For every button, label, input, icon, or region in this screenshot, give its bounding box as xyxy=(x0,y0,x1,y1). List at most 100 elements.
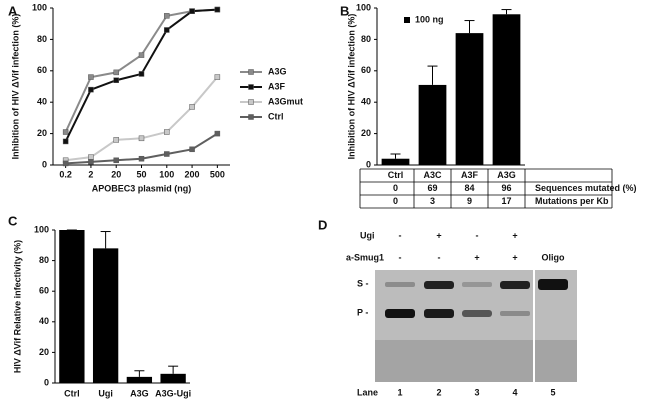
x-tick-label: 50 xyxy=(136,169,146,179)
point xyxy=(189,146,195,153)
sign: - xyxy=(476,230,479,240)
lane-label: Lane xyxy=(357,387,378,397)
legend-label: Ctrl xyxy=(268,111,284,121)
table-cell: 84 xyxy=(464,183,474,193)
panel-letter: A xyxy=(8,3,18,18)
y-axis-title: Inhibition of HIV ΔVif infection (%) xyxy=(346,14,356,160)
row-label: a-Smug1 xyxy=(346,252,384,262)
gel-smear xyxy=(375,340,577,382)
point xyxy=(138,155,145,162)
band xyxy=(424,309,454,318)
band xyxy=(462,310,492,317)
point xyxy=(88,159,94,165)
sign: + xyxy=(512,230,517,240)
panel-letter: D xyxy=(318,217,327,232)
y-tick-label: 60 xyxy=(37,65,47,75)
table-cell: 3 xyxy=(430,196,435,206)
y-tick-label: 80 xyxy=(39,255,49,265)
sign: + xyxy=(436,230,441,240)
point xyxy=(113,69,119,76)
y-tick-label: 60 xyxy=(361,65,371,75)
band-label: S - xyxy=(357,278,369,288)
point xyxy=(88,86,94,93)
band xyxy=(424,281,454,289)
x-tick-label: 0.2 xyxy=(59,169,72,179)
y-axis-title: HIV ΔVif Relative infectivity (%) xyxy=(12,240,22,373)
point xyxy=(113,137,119,143)
point xyxy=(138,52,145,58)
bar xyxy=(455,33,484,166)
oligo-label: Oligo xyxy=(542,252,565,262)
sign: - xyxy=(438,252,441,262)
y-tick-label: 0 xyxy=(44,377,49,387)
bar xyxy=(381,158,410,165)
y-tick-label: 100 xyxy=(32,2,47,12)
x-tick-label: 200 xyxy=(185,169,200,179)
y-tick-label: 0 xyxy=(42,159,47,169)
x-tick-label: 500 xyxy=(210,169,225,179)
y-tick-label: 100 xyxy=(34,224,49,234)
y-tick-label: 40 xyxy=(37,97,47,107)
point xyxy=(189,8,195,14)
x-tick-label: A3G xyxy=(497,170,516,180)
point xyxy=(164,151,170,157)
point xyxy=(62,129,69,135)
point xyxy=(214,74,221,80)
y-tick-label: 80 xyxy=(37,34,47,44)
legend-label: A3G xyxy=(268,66,287,76)
point xyxy=(164,129,170,135)
row-label: Ugi xyxy=(360,230,375,240)
x-tick-label: A3G-Ugi xyxy=(155,388,191,398)
lane-number: 4 xyxy=(512,387,517,397)
legend-label: A3Gmut xyxy=(268,96,303,106)
y-tick-label: 20 xyxy=(361,128,371,138)
point xyxy=(189,104,195,110)
table-row-label: Sequences mutated (%) xyxy=(535,183,637,193)
point xyxy=(164,27,170,33)
series-line xyxy=(64,8,218,133)
table-cell: 0 xyxy=(393,183,398,193)
band-label: P - xyxy=(357,307,368,317)
point xyxy=(88,74,94,80)
sign: + xyxy=(512,252,517,262)
y-tick-label: 60 xyxy=(39,286,49,296)
bar xyxy=(126,376,153,383)
point xyxy=(62,160,69,167)
x-tick-label: Ctrl xyxy=(388,170,404,180)
point xyxy=(138,71,145,77)
point xyxy=(164,13,170,19)
y-tick-label: 0 xyxy=(366,159,371,169)
legend-label: A3F xyxy=(268,81,286,91)
table-cell: 69 xyxy=(427,183,437,193)
x-tick-label: A3F xyxy=(461,170,479,180)
band xyxy=(462,282,492,287)
legend-marker xyxy=(248,114,254,120)
table-cell: 9 xyxy=(467,196,472,206)
band xyxy=(500,281,530,289)
bar xyxy=(59,230,85,383)
panel-letter: B xyxy=(340,3,349,18)
band xyxy=(385,282,415,287)
band xyxy=(500,311,530,316)
legend-label: 100 ng xyxy=(415,14,444,24)
bar xyxy=(492,14,521,166)
y-axis-title: Inhibition of HIV ΔVif infection (%) xyxy=(10,14,20,160)
x-tick-label: Ctrl xyxy=(64,388,80,398)
table-cell: 0 xyxy=(393,196,398,206)
table-row-label: Mutations per Kb xyxy=(535,196,609,206)
lane-number: 2 xyxy=(436,387,441,397)
gel-panel: D Ugi a-Smug1 - + - + - - + + Oligo S - … xyxy=(318,217,577,397)
x-tick-label: 20 xyxy=(111,169,121,179)
point xyxy=(62,138,69,145)
x-tick-label: A3G xyxy=(130,388,149,398)
y-tick-label: 80 xyxy=(361,34,371,44)
y-tick-label: 20 xyxy=(37,128,47,138)
x-tick-label: 100 xyxy=(159,169,174,179)
legend-marker xyxy=(404,17,410,23)
table-cell: 17 xyxy=(501,196,511,206)
x-tick-label: A3C xyxy=(423,170,442,180)
y-tick-label: 20 xyxy=(39,347,49,357)
y-tick-label: 40 xyxy=(39,316,49,326)
x-axis-title: APOBEC3 plasmid (ng) xyxy=(92,183,192,193)
